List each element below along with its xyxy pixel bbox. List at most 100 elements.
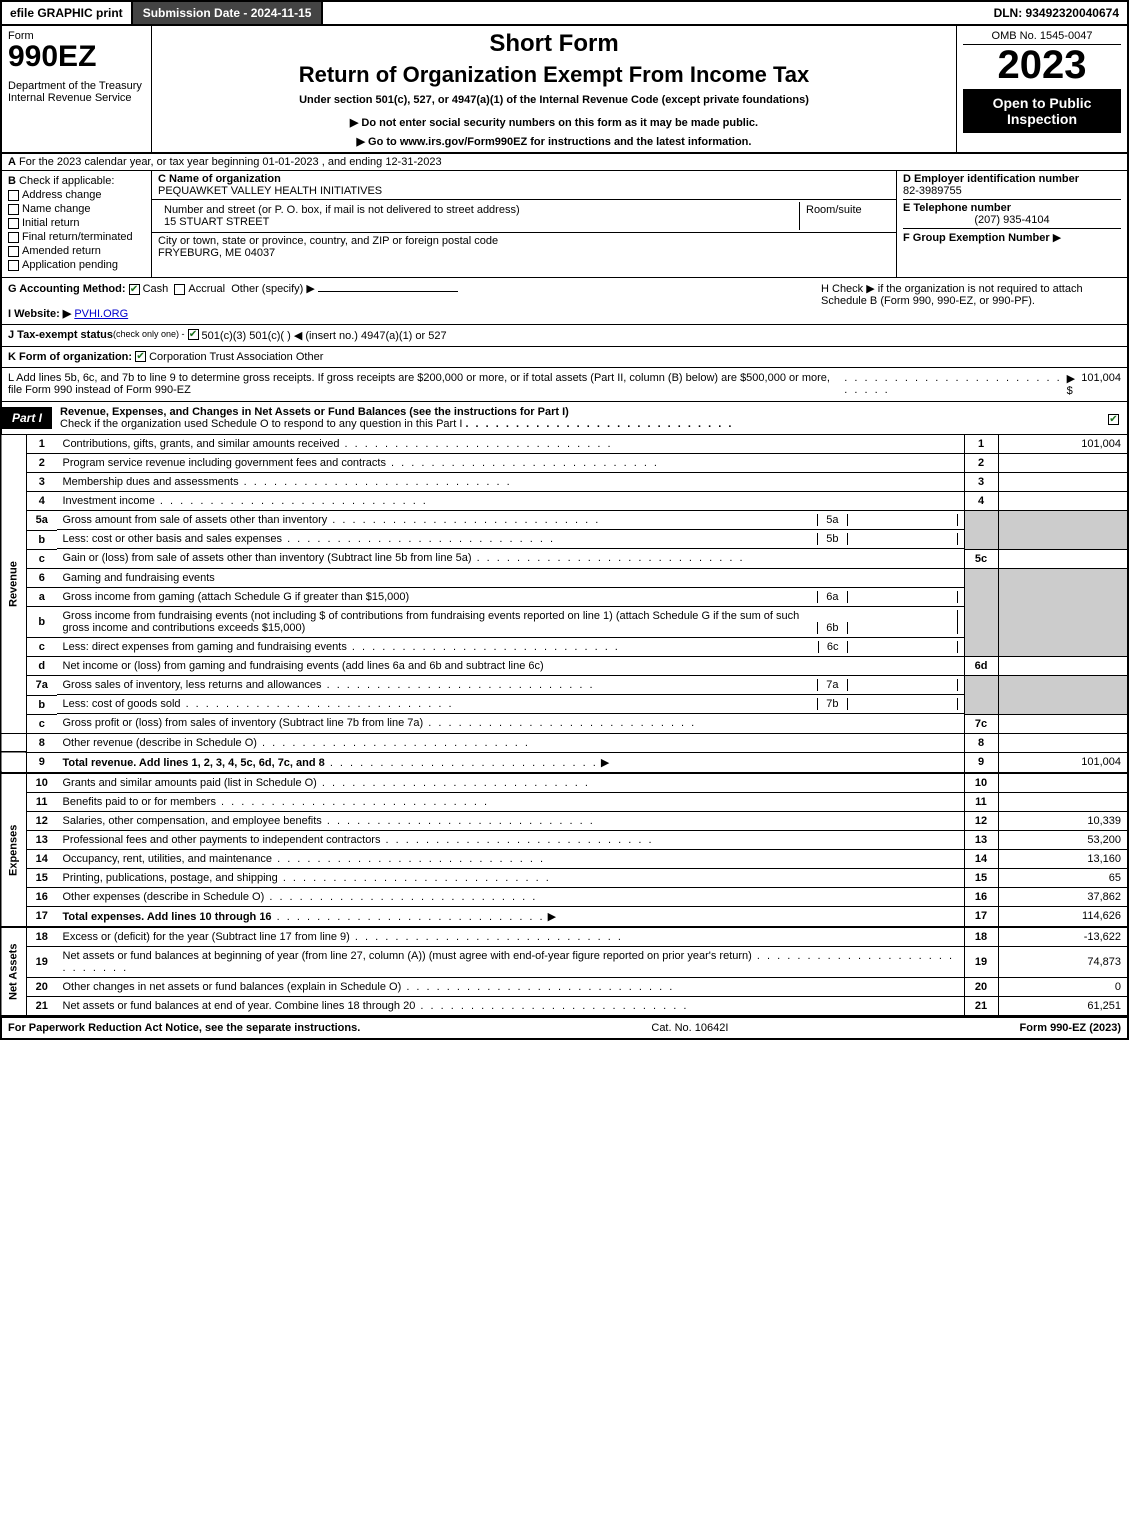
- note-ssn: ▶ Do not enter social security numbers o…: [158, 116, 950, 129]
- line-6d-box: 6d: [964, 657, 998, 676]
- G-H-row: G Accounting Method: Cash Accrual Other …: [0, 278, 1129, 325]
- line-20-val: 0: [998, 977, 1128, 996]
- line-15-box: 15: [964, 868, 998, 887]
- line-7b-inner: 7b: [817, 698, 847, 710]
- line-9-desc: Total revenue. Add lines 1, 2, 3, 4, 5c,…: [63, 757, 325, 769]
- chk-amended-return[interactable]: Amended return: [8, 245, 145, 257]
- line-7b-desc: Less: cost of goods sold: [63, 698, 181, 710]
- K-label: K Form of organization:: [8, 351, 132, 363]
- L-text: L Add lines 5b, 6c, and 7b to line 9 to …: [8, 372, 844, 397]
- line-5c-desc: Gain or (loss) from sale of assets other…: [63, 552, 472, 564]
- chk-name-change[interactable]: Name change: [8, 203, 145, 215]
- entity-block: B Check if applicable: Address change Na…: [0, 171, 1129, 278]
- C-street-row: Number and street (or P. O. box, if mail…: [152, 200, 896, 233]
- C-name-label: C Name of organization: [158, 173, 281, 185]
- line-14-val: 13,160: [998, 849, 1128, 868]
- G-label: G Accounting Method:: [8, 283, 126, 295]
- line-14-box: 14: [964, 849, 998, 868]
- line-A: A For the 2023 calendar year, or tax yea…: [0, 154, 1129, 171]
- line-9-val: 101,004: [998, 752, 1128, 773]
- top-bar: efile GRAPHIC print Submission Date - 20…: [0, 0, 1129, 26]
- dept-treasury: Department of the Treasury: [8, 80, 145, 92]
- L-arrow: ▶ $: [1067, 372, 1082, 397]
- line-16-box: 16: [964, 887, 998, 906]
- footer-cat-no: Cat. No. 10642I: [360, 1022, 1019, 1034]
- line-4-val: [998, 492, 1128, 511]
- A-text: For the 2023 calendar year, or tax year …: [19, 156, 442, 168]
- form-number: 990EZ: [8, 42, 145, 72]
- J-opts: 501(c)(3) 501(c)( ) ◀ (insert no.) 4947(…: [202, 329, 447, 342]
- G-block: G Accounting Method: Cash Accrual Other …: [8, 282, 821, 320]
- D-ein-label: D Employer identification number: [903, 173, 1121, 185]
- line-12-desc: Salaries, other compensation, and employ…: [63, 815, 322, 827]
- line-7c-val: [998, 714, 1128, 733]
- part-I-check[interactable]: [1103, 410, 1127, 426]
- col-B: B Check if applicable: Address change Na…: [2, 171, 152, 277]
- website-link[interactable]: PVHI.ORG: [74, 308, 128, 320]
- tax-year: 2023: [963, 45, 1121, 85]
- line-4-box: 4: [964, 492, 998, 511]
- line-20-box: 20: [964, 977, 998, 996]
- chk-initial-return[interactable]: Initial return: [8, 217, 145, 229]
- line-1-desc: Contributions, gifts, grants, and simila…: [63, 438, 340, 450]
- line-15-val: 65: [998, 868, 1128, 887]
- I-label: I Website: ▶: [8, 308, 71, 320]
- line-5b-desc: Less: cost or other basis and sales expe…: [63, 533, 283, 545]
- note-goto: ▶ Go to www.irs.gov/Form990EZ for instru…: [158, 135, 950, 148]
- line-17-val: 114,626: [998, 906, 1128, 927]
- K-row: K Form of organization: Corporation Trus…: [0, 347, 1129, 368]
- line-10-desc: Grants and similar amounts paid (list in…: [63, 777, 317, 789]
- line-18-box: 18: [964, 927, 998, 947]
- line-19-box: 19: [964, 946, 998, 977]
- chk-cash[interactable]: [129, 284, 140, 295]
- part-I-label: Part I: [2, 407, 52, 429]
- line-7a-desc: Gross sales of inventory, less returns a…: [63, 679, 322, 691]
- cash-label: Cash: [143, 283, 169, 295]
- chk-corporation[interactable]: [135, 351, 146, 362]
- chk-accrual[interactable]: [174, 284, 185, 295]
- line-3-desc: Membership dues and assessments: [63, 476, 239, 488]
- line-1-num: 1: [27, 435, 57, 454]
- line-6b-inner: 6b: [817, 622, 847, 634]
- revenue-side-label: Revenue: [1, 435, 27, 733]
- L-value: 101,004: [1081, 372, 1121, 397]
- chk-501c3[interactable]: [188, 329, 199, 340]
- line-17-box: 17: [964, 906, 998, 927]
- line-9-box: 9: [964, 752, 998, 773]
- F-arrow: ▶: [1053, 232, 1061, 244]
- chk-application-pending[interactable]: Application pending: [8, 259, 145, 271]
- H-text: H Check ▶ if the organization is not req…: [821, 283, 1083, 307]
- line-4-desc: Investment income: [63, 495, 155, 507]
- line-7c-desc: Gross profit or (loss) from sales of inv…: [63, 717, 424, 729]
- E-phone-label: E Telephone number: [903, 202, 1011, 214]
- line-6c-inner: 6c: [818, 641, 848, 653]
- A-label: A: [8, 156, 16, 168]
- header-right: OMB No. 1545-0047 2023 Open to Public In…: [957, 26, 1127, 152]
- J-row: J Tax-exempt status (check only one) - 5…: [0, 325, 1129, 347]
- line-6-desc: Gaming and fundraising events: [57, 568, 965, 587]
- J-label: J Tax-exempt status: [8, 329, 113, 342]
- line-2-val: [998, 454, 1128, 473]
- line-17-desc: Total expenses. Add lines 10 through 16: [63, 911, 272, 923]
- chk-final-return[interactable]: Final return/terminated: [8, 231, 145, 243]
- subtitle: Under section 501(c), 527, or 4947(a)(1)…: [158, 94, 950, 106]
- line-11-val: [998, 792, 1128, 811]
- line-15-desc: Printing, publications, postage, and shi…: [63, 872, 278, 884]
- line-17-arrow: ▶: [548, 911, 556, 923]
- chk-address-change[interactable]: Address change: [8, 189, 145, 201]
- line-2-box: 2: [964, 454, 998, 473]
- page-footer: For Paperwork Reduction Act Notice, see …: [0, 1017, 1129, 1040]
- efile-label[interactable]: efile GRAPHIC print: [2, 2, 133, 24]
- line-20-desc: Other changes in net assets or fund bala…: [63, 981, 402, 993]
- line-18-val: -13,622: [998, 927, 1128, 947]
- line-11-box: 11: [964, 792, 998, 811]
- line-8-val: [998, 733, 1128, 752]
- line-5a-desc: Gross amount from sale of assets other t…: [63, 514, 328, 526]
- other-specify: Other (specify) ▶: [231, 283, 315, 295]
- line-8-desc: Other revenue (describe in Schedule O): [63, 737, 257, 749]
- line-12-box: 12: [964, 811, 998, 830]
- line-6c-desc: Less: direct expenses from gaming and fu…: [63, 641, 347, 653]
- line-6a-desc: Gross income from gaming (attach Schedul…: [63, 591, 818, 603]
- col-C: C Name of organization PEQUAWKET VALLEY …: [152, 171, 897, 277]
- F-group-label: F Group Exemption Number: [903, 232, 1050, 244]
